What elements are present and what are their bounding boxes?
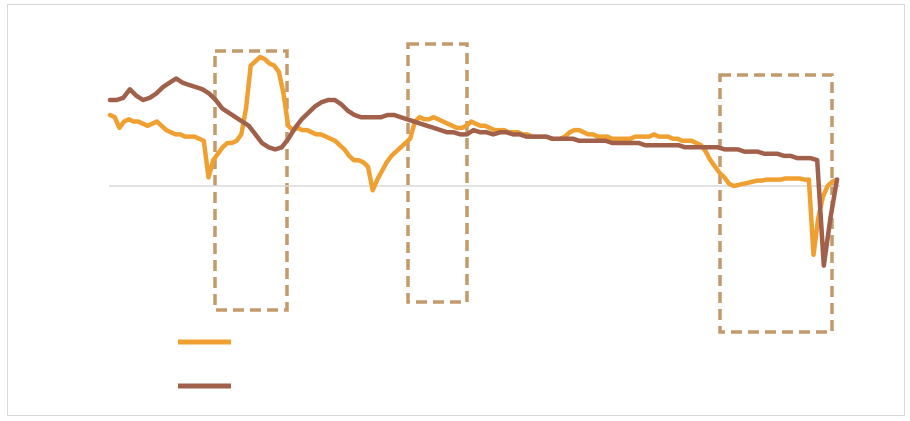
highlight-box-1 — [213, 49, 289, 312]
highlight-box-3 — [718, 73, 834, 334]
highlight-boxes — [213, 42, 834, 334]
highlight-box-2 — [406, 42, 469, 304]
series-line-1 — [107, 54, 840, 258]
legend — [178, 339, 231, 389]
series-line-2 — [107, 76, 840, 268]
chart-frame — [7, 4, 905, 416]
series-layer — [107, 54, 840, 268]
